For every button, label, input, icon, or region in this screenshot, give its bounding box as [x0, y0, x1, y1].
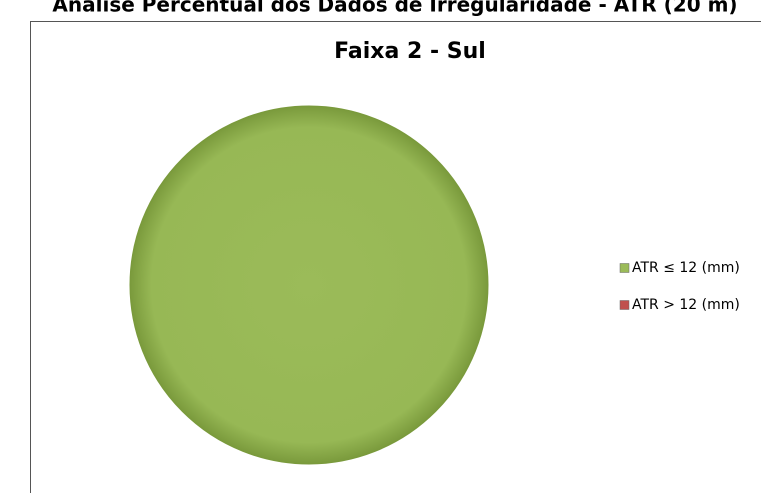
- pie: [129, 105, 489, 465]
- chart-title: Faixa 2 - Sul: [334, 39, 486, 64]
- page-header: Análise Percentual dos Dados de Irregula…: [52, 0, 737, 17]
- legend-swatch: [619, 263, 630, 273]
- legend-swatch: [619, 300, 630, 310]
- legend-label: ATR ≤ 12 (mm): [632, 260, 740, 276]
- legend: ATR ≤ 12 (mm) ATR > 12 (mm): [619, 260, 740, 313]
- legend-label: ATR > 12 (mm): [632, 297, 740, 313]
- pie-slice: [129, 105, 489, 465]
